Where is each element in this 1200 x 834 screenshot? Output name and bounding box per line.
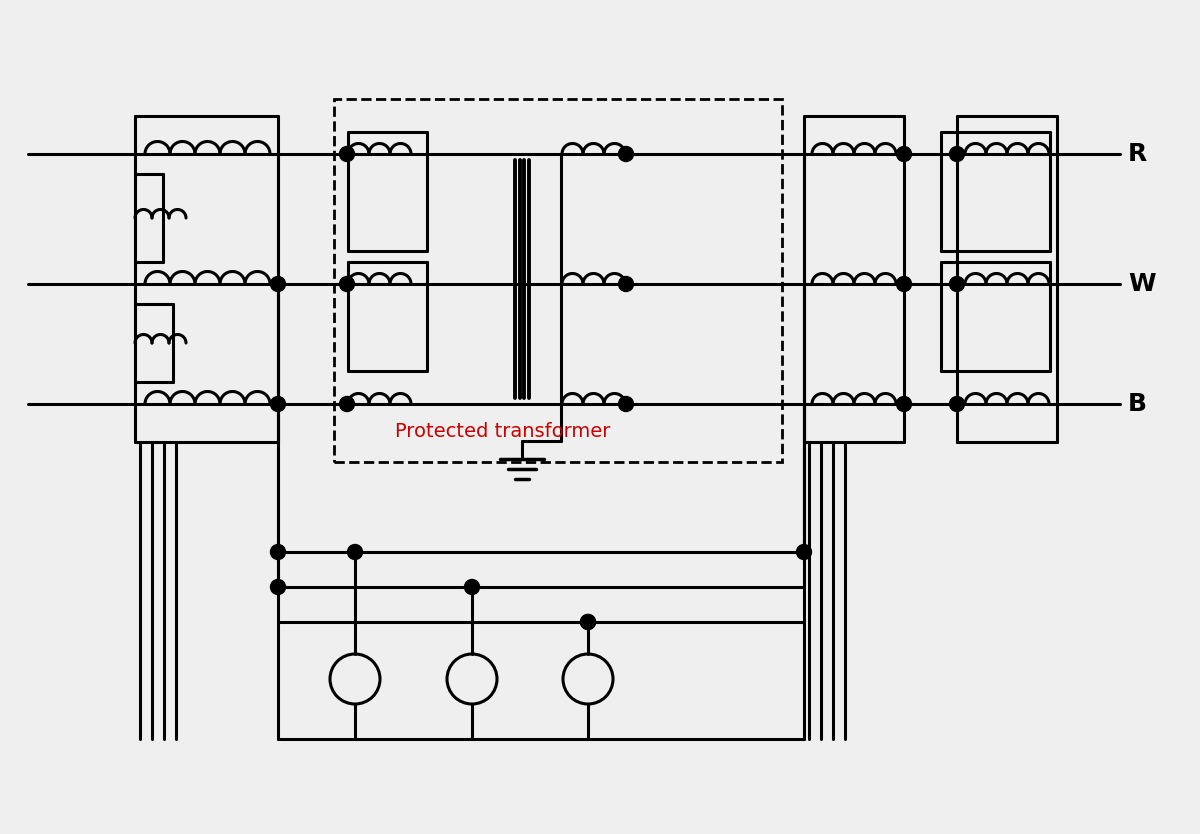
Circle shape (464, 580, 480, 595)
Text: B: B (1128, 392, 1147, 416)
Circle shape (618, 396, 634, 411)
Text: Protected transformer: Protected transformer (395, 422, 611, 441)
Circle shape (270, 545, 286, 560)
Text: W: W (1128, 272, 1156, 296)
Circle shape (949, 147, 965, 162)
Circle shape (270, 580, 286, 595)
Circle shape (340, 277, 354, 292)
Circle shape (797, 545, 811, 560)
Circle shape (618, 277, 634, 292)
Circle shape (581, 615, 595, 630)
Circle shape (949, 396, 965, 411)
Circle shape (949, 277, 965, 292)
Circle shape (896, 277, 912, 292)
Circle shape (896, 147, 912, 162)
Circle shape (340, 396, 354, 411)
Circle shape (896, 396, 912, 411)
Circle shape (618, 147, 634, 162)
Circle shape (348, 545, 362, 560)
Circle shape (270, 396, 286, 411)
Circle shape (270, 277, 286, 292)
Circle shape (581, 615, 595, 630)
Text: R: R (1128, 142, 1147, 166)
Bar (334, 99, 782, 462)
Circle shape (340, 147, 354, 162)
